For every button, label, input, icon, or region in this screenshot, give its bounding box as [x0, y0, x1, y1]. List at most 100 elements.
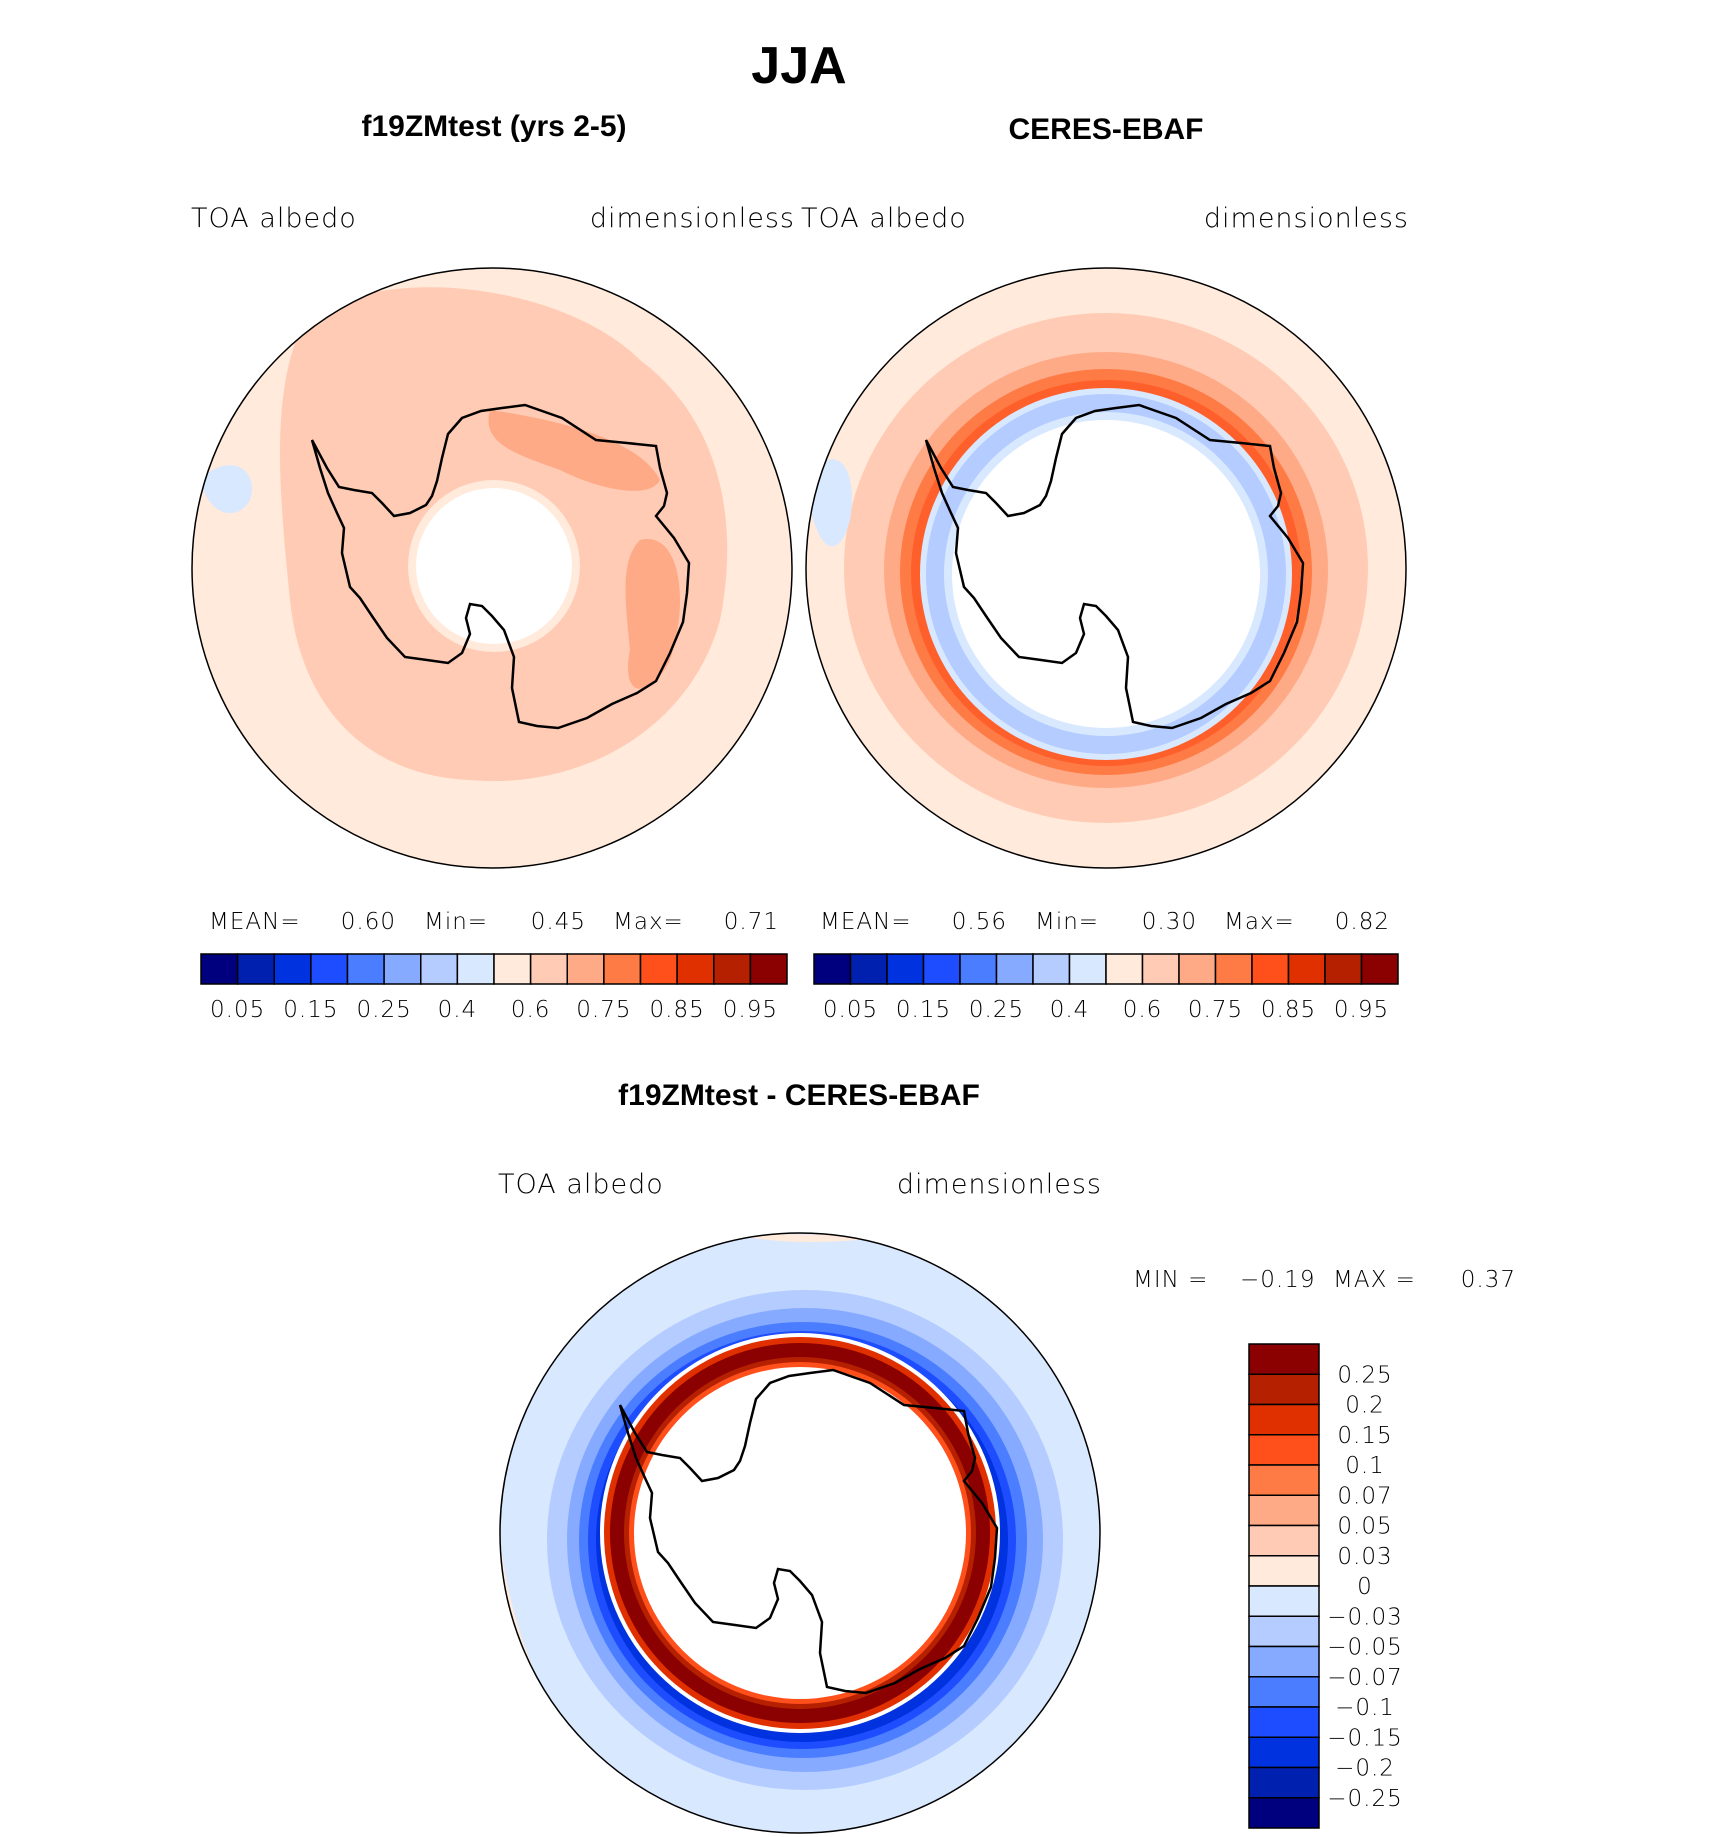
colorbar-box [1324, 953, 1363, 985]
colorbar-tick-label: −0.25 [1327, 1786, 1402, 1812]
colorbar-box [713, 953, 752, 985]
colorbar-tick-label: −0.05 [1327, 1635, 1402, 1661]
colorbar-tick-label: 0.25 [969, 997, 1024, 1023]
figure-title: JJA [751, 37, 847, 95]
panel1-variable: TOA albedo [191, 203, 357, 234]
colorbar-tick-label: 0 [1357, 1574, 1373, 1600]
panel3-units: dimensionless [896, 1169, 1102, 1200]
colorbar-tick-label: 0.1 [1345, 1453, 1385, 1479]
colorbar-tick-label: 0.05 [823, 997, 878, 1023]
colorbar-box [1248, 1373, 1320, 1406]
colorbar-box [1214, 953, 1253, 985]
panel2-title: CERES-EBAF [1008, 113, 1204, 146]
colorbar-tick-label: 0.03 [1337, 1544, 1392, 1570]
colorbar-box [1248, 1403, 1320, 1436]
colorbar-box [566, 953, 605, 985]
colorbar-box [922, 953, 961, 985]
colorbar-box [639, 953, 678, 985]
colorbar-tick-label: 0.15 [1337, 1423, 1392, 1449]
panel2-map-border [805, 267, 1407, 869]
panel3-title: f19ZMtest - CERES-EBAF [618, 1079, 980, 1112]
min-label: MIN = [1133, 1267, 1209, 1293]
colorbar-tick-label: 0.85 [1261, 997, 1316, 1023]
colorbar-tick-label: 0.15 [283, 997, 338, 1023]
colorbar-tick-label: 0.95 [1334, 997, 1389, 1023]
mean-value: 0.60 [340, 909, 396, 935]
colorbar-box [310, 953, 349, 985]
panel1-title: f19ZMtest (yrs 2-5) [361, 110, 627, 143]
colorbar-tick-label: 0.15 [896, 997, 951, 1023]
colorbar-box [995, 953, 1034, 985]
max-value: 0.37 [1460, 1267, 1516, 1293]
colorbar-box [1248, 1464, 1320, 1496]
colorbar-box [529, 953, 568, 985]
max-label: Max= [1224, 909, 1295, 935]
colorbar-box [346, 953, 385, 985]
colorbar-box [849, 953, 888, 985]
colorbar-tick-label: 0.6 [511, 997, 551, 1023]
colorbar-tick-label: −0.07 [1327, 1665, 1402, 1691]
panel2-units: dimensionless [1203, 203, 1409, 234]
colorbar-tick-label: 0.07 [1337, 1483, 1392, 1509]
mean-label: MEAN= [820, 909, 912, 935]
colorbar-tick-label: 0.2 [1345, 1393, 1385, 1419]
colorbar-box [236, 953, 275, 985]
panel1-map [192, 268, 792, 868]
colorbar-box [1178, 953, 1217, 985]
colorbar-tick-label: −0.2 [1335, 1756, 1395, 1782]
colorbar-box [1248, 1615, 1320, 1648]
colorbars: 0.05 0.15 0.25 0.4 0.6 0.75 0.85 0.95 0.05 0.15 0.… [200, 953, 1402, 1829]
colorbar-tick-label: −0.15 [1327, 1725, 1402, 1751]
min-value: 0.45 [530, 909, 586, 935]
colorbar-box [1360, 953, 1399, 985]
colorbar-tick-label: 0.75 [576, 997, 631, 1023]
colorbar-tick-label: 0.85 [650, 997, 705, 1023]
colorbar-tick-label: 0.25 [357, 997, 412, 1023]
panel3-variable: TOA albedo [498, 1169, 664, 1200]
colorbar-box [603, 953, 642, 985]
panel2-variable: TOA albedo [801, 203, 967, 234]
panel1-units: dimensionless [589, 203, 795, 234]
colorbar-box [1248, 1797, 1320, 1829]
mean-value: 0.56 [951, 909, 1007, 935]
colorbar-box [1248, 1494, 1320, 1527]
colorbar-box [1248, 1585, 1320, 1617]
colorbar-box [1248, 1676, 1320, 1708]
max-value: 0.82 [1334, 909, 1390, 935]
colorbar-box [1251, 953, 1290, 985]
mean-label: MEAN= [209, 909, 301, 935]
min-value: 0.30 [1141, 909, 1197, 935]
min-value: −0.19 [1240, 1267, 1316, 1293]
colorbar-box [813, 953, 852, 985]
panel1-map-border [191, 267, 793, 869]
colorbar-tick-label: 0.95 [723, 997, 778, 1023]
colorbar-box [1248, 1555, 1320, 1587]
colorbar-box [1248, 1645, 1320, 1678]
colorbar-box [749, 953, 788, 985]
colorbar-box [493, 953, 532, 985]
panel2-map [806, 268, 1406, 868]
colorbar-box [1248, 1343, 1320, 1375]
max-value: 0.71 [723, 909, 779, 935]
colorbar-box [200, 953, 239, 985]
colorbar-tick-label: 0.4 [1050, 997, 1090, 1023]
colorbar-box [959, 953, 998, 985]
colorbar-box [420, 953, 459, 985]
colorbar-box [1068, 953, 1107, 985]
colorbar-tick-label: 0.05 [1337, 1514, 1392, 1540]
colorbar-tick-label: 0.75 [1188, 997, 1243, 1023]
colorbar-tick-label: −0.03 [1327, 1604, 1402, 1630]
max-label: Max= [613, 909, 684, 935]
colorbar-tick-label: 0.05 [210, 997, 265, 1023]
colorbar-box [1105, 953, 1144, 985]
colorbar-tick-label: 0.4 [438, 997, 478, 1023]
colorbar-tick-label: 0.6 [1123, 997, 1163, 1023]
colorbar-box [456, 953, 495, 985]
colorbar-box [273, 953, 312, 985]
colorbar-box [886, 953, 925, 985]
colorbar-box [1248, 1434, 1320, 1466]
colorbar-box [1248, 1766, 1320, 1799]
colorbar-box [1248, 1706, 1320, 1738]
colorbar-box [1287, 953, 1326, 985]
